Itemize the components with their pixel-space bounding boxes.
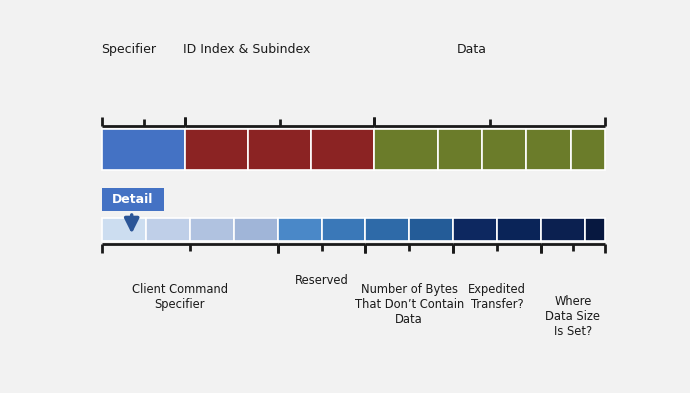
Bar — [437, 129, 482, 170]
Text: Client Command
Specifier: Client Command Specifier — [132, 283, 228, 311]
Text: Detail: Detail — [112, 193, 154, 206]
Bar — [571, 129, 605, 170]
Bar — [102, 188, 164, 211]
Bar — [526, 129, 571, 170]
Text: Expedited
Transfer?: Expedited Transfer? — [468, 283, 526, 311]
Bar — [190, 218, 234, 241]
Bar — [234, 218, 277, 241]
Text: Data: Data — [456, 43, 486, 56]
Bar — [248, 129, 311, 170]
Bar — [453, 218, 497, 241]
Bar — [311, 129, 375, 170]
Bar — [277, 218, 322, 241]
Bar — [497, 218, 541, 241]
Bar — [366, 218, 409, 241]
Bar — [482, 129, 526, 170]
Bar — [375, 129, 437, 170]
Text: Reserved: Reserved — [295, 274, 348, 287]
Bar — [185, 129, 248, 170]
Bar — [146, 218, 190, 241]
Text: Specifier: Specifier — [101, 43, 157, 56]
Text: Where
Data Size
Is Set?: Where Data Size Is Set? — [545, 295, 600, 338]
Text: ID Index & Subindex: ID Index & Subindex — [183, 43, 310, 56]
Bar — [409, 218, 453, 241]
Bar — [322, 218, 366, 241]
Bar — [102, 129, 185, 170]
Bar — [541, 218, 584, 241]
Text: Number of Bytes
That Don’t Contain
Data: Number of Bytes That Don’t Contain Data — [355, 283, 464, 326]
Bar — [102, 218, 146, 241]
Bar — [584, 218, 605, 241]
